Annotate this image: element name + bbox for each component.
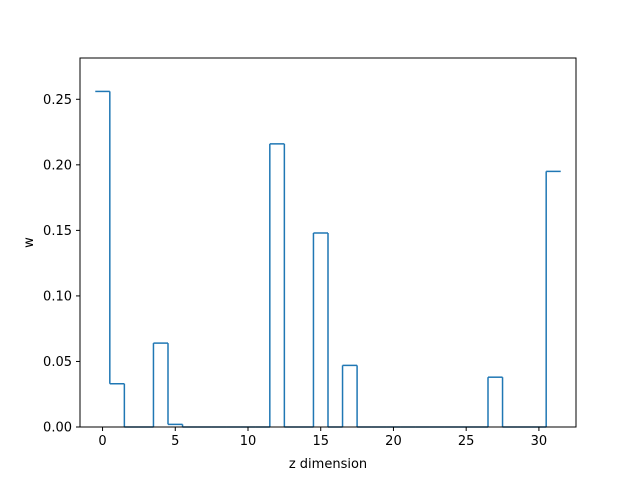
y-tick-label-0: 0.00 — [43, 421, 72, 436]
x-tick-label-30: 30 — [531, 434, 548, 449]
x-tick-label-20: 20 — [385, 434, 402, 449]
y-axis-label: w — [22, 237, 37, 248]
x-tick-label-5: 5 — [171, 434, 179, 449]
x-axis-label: z dimension — [289, 457, 367, 472]
x-tick-label-10: 10 — [240, 434, 257, 449]
y-tick-label-1: 0.05 — [43, 355, 72, 370]
x-tick-label-0: 0 — [98, 434, 106, 449]
x-tick-label-25: 25 — [458, 434, 475, 449]
y-tick-label-3: 0.15 — [43, 224, 72, 239]
y-tick-label-2: 0.10 — [43, 289, 72, 304]
y-tick-label-5: 0.25 — [43, 93, 72, 108]
axes-frame — [79, 57, 577, 428]
x-tick-label-15: 15 — [312, 434, 329, 449]
y-tick-label-4: 0.20 — [43, 158, 72, 173]
